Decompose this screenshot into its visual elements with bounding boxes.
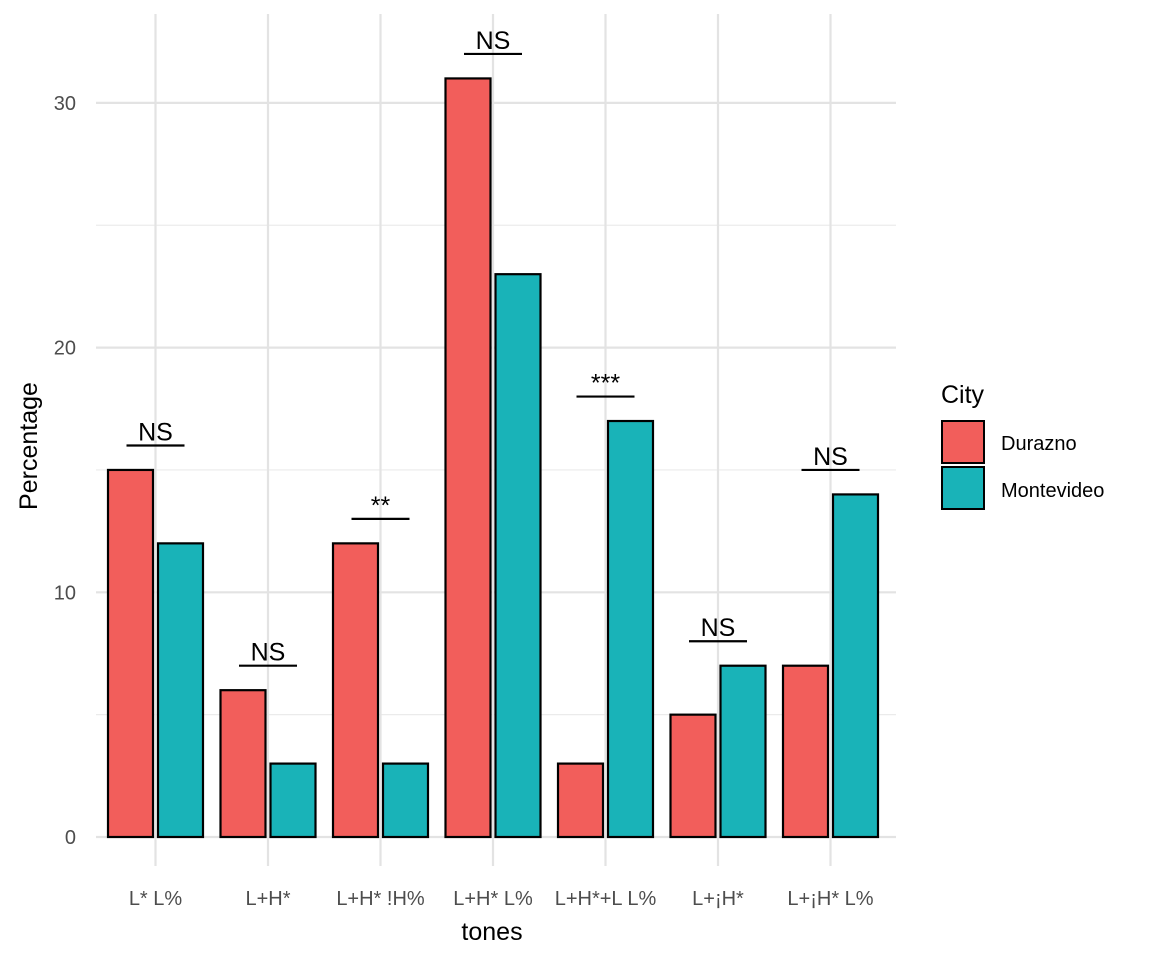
significance-label: NS xyxy=(701,614,736,642)
bar-durazno-5 xyxy=(669,713,717,839)
x-tick-label: L+H*+L L% xyxy=(555,888,657,910)
significance-label: NS xyxy=(476,27,511,55)
bar-durazno-6 xyxy=(781,664,830,839)
significance-label: NS xyxy=(813,443,848,471)
x-tick-label: L+H* xyxy=(245,888,290,910)
bar-montevideo-6 xyxy=(831,493,880,839)
legend-swatch-montevideo xyxy=(941,466,985,510)
bar-durazno-3 xyxy=(444,77,492,839)
bar-montevideo-2 xyxy=(381,762,430,839)
bar-montevideo-0 xyxy=(156,542,205,839)
y-tick-label: 0 xyxy=(65,827,76,849)
x-tick-label: L+H* !H% xyxy=(336,888,425,910)
bar-montevideo-3 xyxy=(494,273,542,839)
bar-durazno-4 xyxy=(556,762,605,839)
bar-durazno-0 xyxy=(106,468,155,839)
significance-label: NS xyxy=(251,639,286,667)
significance-label: NS xyxy=(138,418,173,446)
x-axis-ticks: L* L% L+H* L+H* !H% L+H* L% L+H*+L L% L+¡H* L+… xyxy=(129,888,874,910)
legend-title: City xyxy=(941,381,985,409)
significance-label: *** xyxy=(591,370,620,398)
x-tick-label: L+H* L% xyxy=(453,888,533,910)
x-tick-label: L+¡H* L% xyxy=(787,888,873,910)
y-axis-ticks: 0 10 20 30 xyxy=(54,93,76,849)
significance-annotations: NS NS ** NS *** NS NS xyxy=(126,27,860,667)
x-tick-label: L* L% xyxy=(129,888,183,910)
y-tick-label: 30 xyxy=(54,93,76,115)
bar-montevideo-4 xyxy=(606,419,655,839)
bar-durazno-2 xyxy=(331,542,380,839)
y-tick-label: 20 xyxy=(54,338,76,360)
legend-swatch-durazno xyxy=(941,420,985,464)
x-tick-label: L+¡H* xyxy=(692,888,744,910)
bars xyxy=(106,77,880,839)
legend-label-montevideo: Montevideo xyxy=(1001,480,1104,502)
x-axis-title: tones xyxy=(461,918,522,946)
legend-label-durazno: Durazno xyxy=(1001,433,1077,455)
bar-montevideo-1 xyxy=(269,762,317,839)
significance-label: ** xyxy=(371,492,391,520)
y-axis-title: Percentage xyxy=(15,382,43,510)
y-tick-label: 10 xyxy=(54,582,76,604)
bar-montevideo-5 xyxy=(719,664,767,839)
bar-durazno-1 xyxy=(219,689,267,839)
legend: City Durazno Montevideo xyxy=(941,381,1104,510)
